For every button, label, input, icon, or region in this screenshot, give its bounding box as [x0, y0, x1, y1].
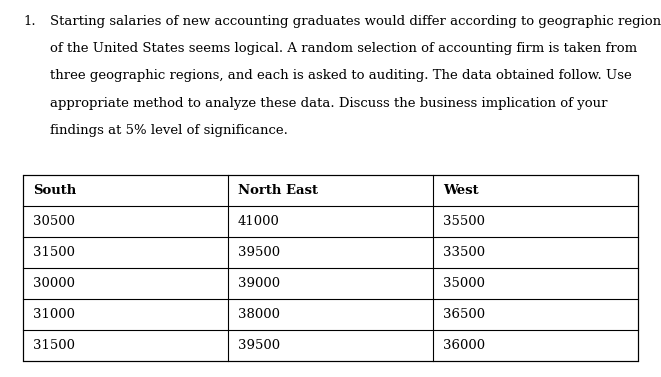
Text: 39500: 39500: [238, 246, 280, 259]
Text: 36000: 36000: [443, 339, 485, 352]
Text: of the United States seems logical. A random selection of accounting firm is tak: of the United States seems logical. A ra…: [50, 42, 637, 55]
Text: 31500: 31500: [33, 246, 75, 259]
Text: 33500: 33500: [443, 246, 485, 259]
Text: North East: North East: [238, 184, 318, 197]
Text: 36500: 36500: [443, 308, 485, 321]
Text: 30500: 30500: [33, 215, 75, 228]
Text: appropriate method to analyze these data. Discuss the business implication of yo: appropriate method to analyze these data…: [50, 97, 607, 109]
Text: 38000: 38000: [238, 308, 280, 321]
Bar: [23, 175, 638, 361]
Text: 30000: 30000: [33, 277, 75, 290]
Text: 39000: 39000: [238, 277, 280, 290]
Text: 35500: 35500: [443, 215, 485, 228]
Text: findings at 5% level of significance.: findings at 5% level of significance.: [50, 124, 288, 136]
Text: 35000: 35000: [443, 277, 485, 290]
Text: 41000: 41000: [238, 215, 280, 228]
Text: Starting salaries of new accounting graduates would differ according to geograph: Starting salaries of new accounting grad…: [50, 15, 661, 28]
Text: West: West: [443, 184, 479, 197]
Text: 31000: 31000: [33, 308, 75, 321]
Text: 39500: 39500: [238, 339, 280, 352]
Text: 31500: 31500: [33, 339, 75, 352]
Text: South: South: [33, 184, 76, 197]
Text: three geographic regions, and each is asked to auditing. The data obtained follo: three geographic regions, and each is as…: [50, 69, 631, 82]
Text: 1.: 1.: [23, 15, 36, 28]
